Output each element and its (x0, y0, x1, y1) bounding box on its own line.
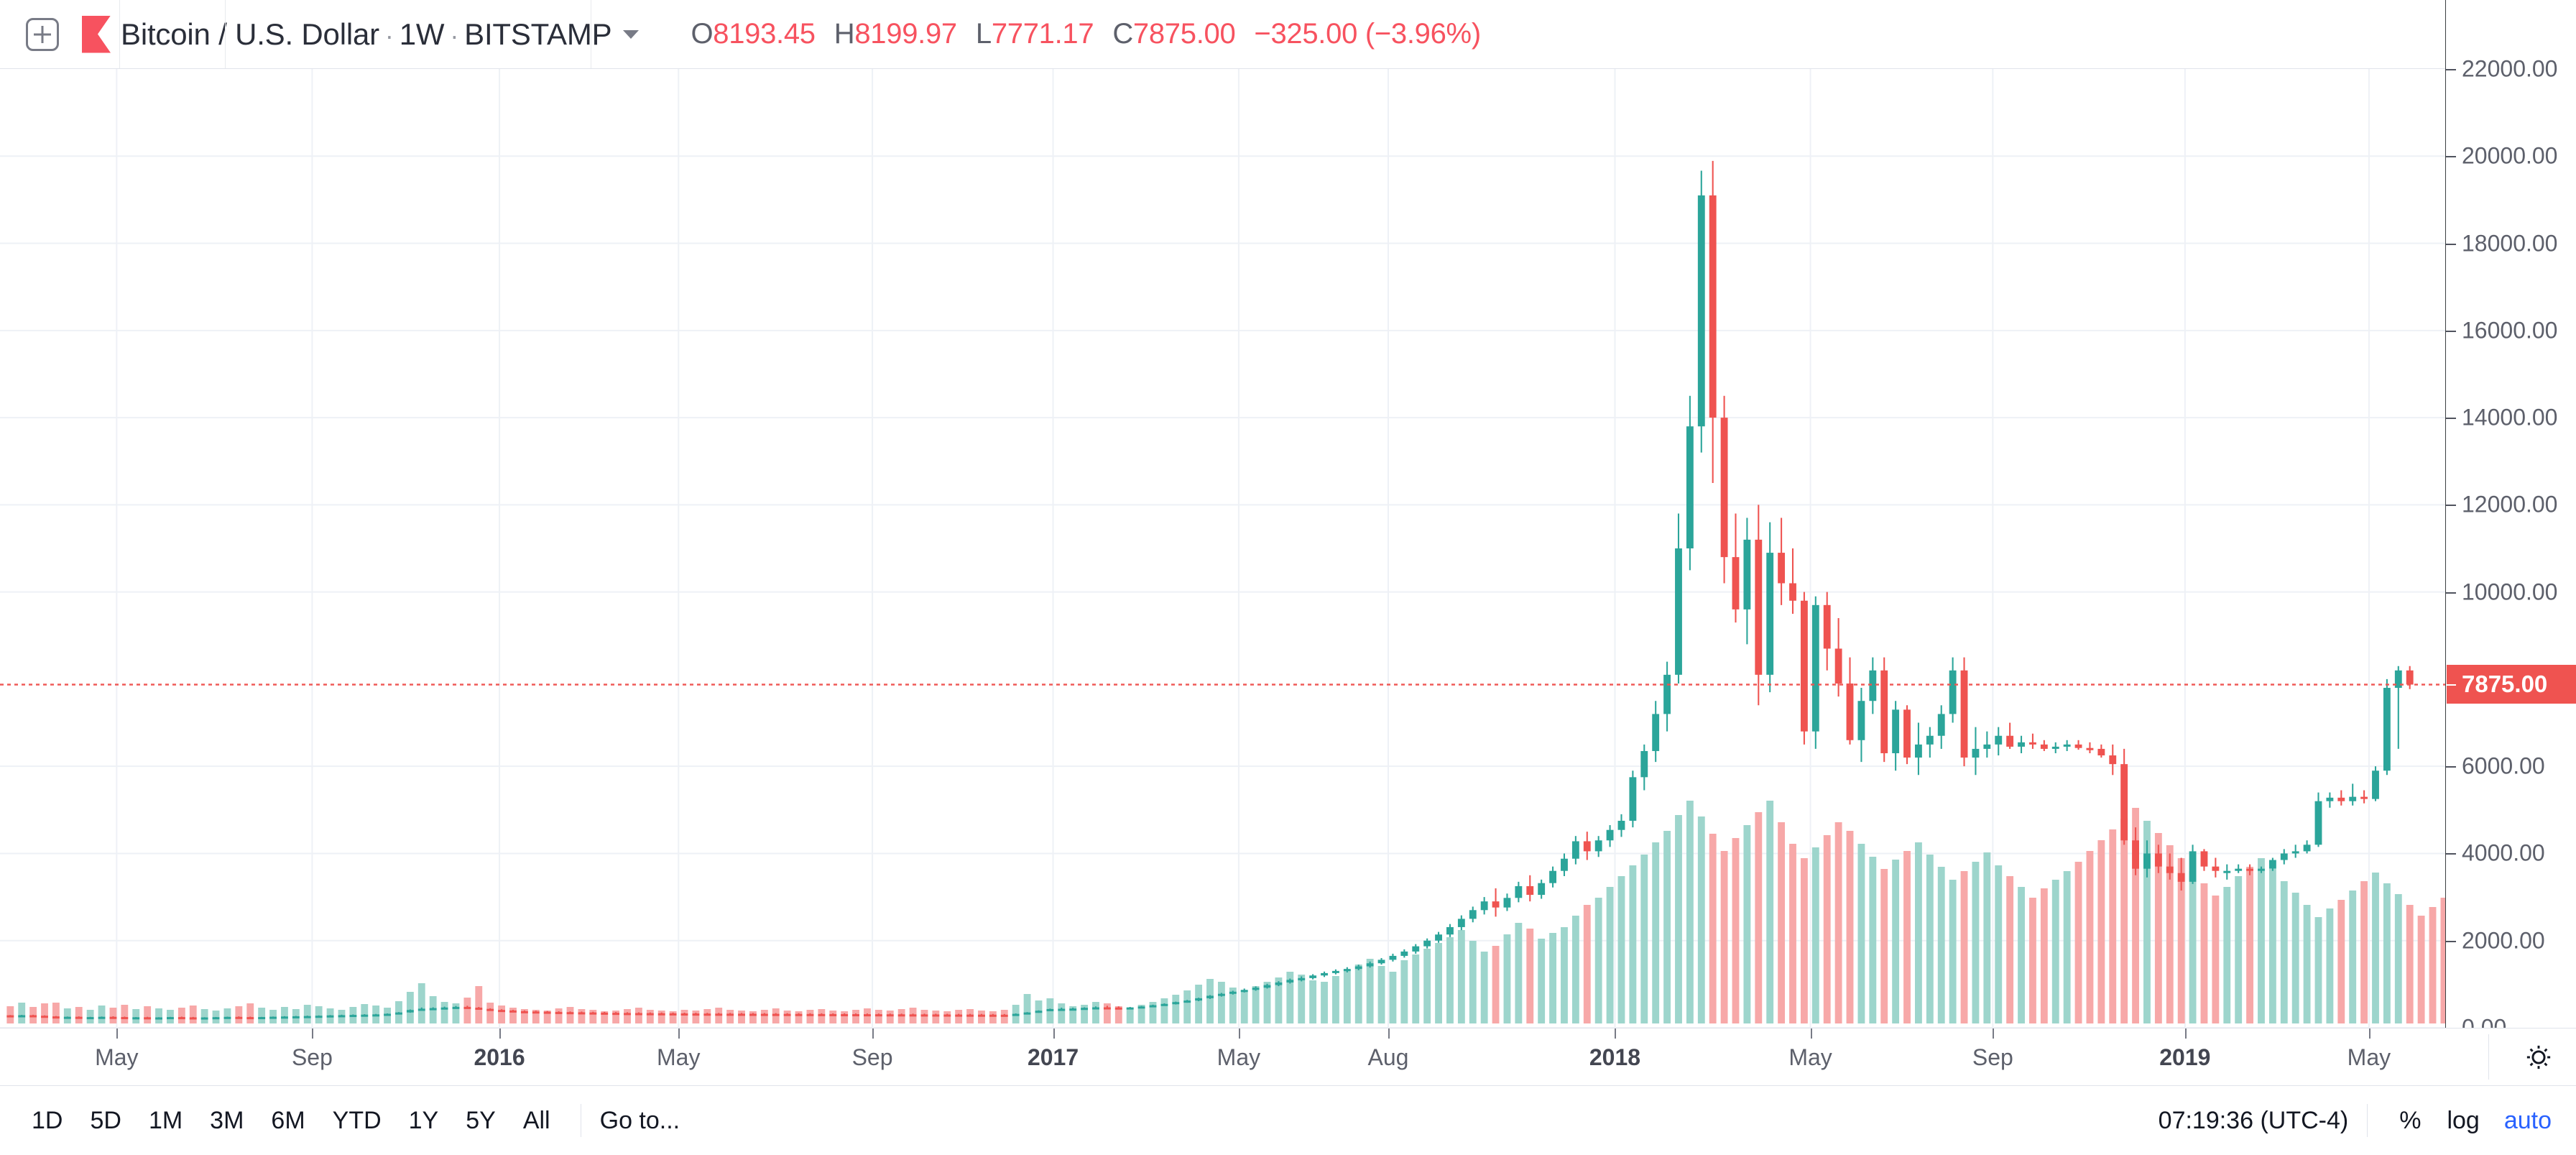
price-tick (2446, 853, 2456, 855)
range-button-1d[interactable]: 1D (32, 1106, 63, 1134)
current-price-tick (2446, 684, 2456, 686)
time-tick-label: May (657, 1044, 701, 1070)
time-tick-label: Aug (1367, 1044, 1409, 1070)
range-button-5d[interactable]: 5D (90, 1106, 121, 1134)
price-tick-label: 20000.00 (2462, 142, 2558, 169)
price-tick (2446, 156, 2456, 158)
percent-scale-button[interactable]: % (2399, 1106, 2422, 1134)
range-button-1m[interactable]: 1M (148, 1106, 183, 1134)
time-tick (1810, 1029, 1812, 1039)
time-tick (1053, 1029, 1055, 1039)
price-tick (2446, 766, 2456, 768)
range-button-6m[interactable]: 6M (271, 1106, 305, 1134)
toolbar-divider-2 (2367, 1104, 2368, 1137)
ohlc-close-key: C (1112, 18, 1133, 50)
symbol-separator-2: · (450, 20, 459, 50)
time-tick-label: Sep (291, 1044, 333, 1070)
symbol-name: Bitcoin / U.S. Dollar (121, 17, 379, 51)
price-tick (2446, 592, 2456, 594)
time-tick-label: Sep (1972, 1044, 2013, 1070)
time-tick (116, 1029, 119, 1039)
time-tick (312, 1029, 314, 1039)
price-tick (2446, 330, 2456, 332)
symbol-title[interactable]: Bitcoin / U.S. Dollar · 1W · BITSTAMP (121, 17, 612, 52)
gear-icon[interactable] (2523, 1041, 2554, 1073)
price-tick (2446, 243, 2456, 245)
time-axis[interactable]: May Sep 2016 May Sep 2017 May Aug 2018 May Sep 2019… (0, 1028, 2576, 1085)
price-axis[interactable]: 22000.00 20000.00 18000.00 16000.00 14000.00… (2445, 0, 2576, 1041)
time-tick-label: Sep (851, 1044, 893, 1070)
ohlc-readout: O8193.45 H8199.97 L7771.17 C7875.00 −325.00 … (691, 18, 1481, 50)
time-tick (2368, 1029, 2370, 1039)
candlestick-chart (0, 69, 2445, 1028)
time-tick-label: May (95, 1044, 139, 1070)
price-tick-label: 16000.00 (2462, 317, 2558, 344)
time-tick (678, 1029, 680, 1039)
candles (6, 160, 2414, 1020)
symbol-separator-1: · (384, 20, 394, 50)
price-tick-label: 14000.00 (2462, 404, 2558, 431)
log-scale-button[interactable]: log (2447, 1106, 2480, 1134)
chart-plot-area[interactable] (0, 69, 2445, 1028)
bottom-toolbar: 1D 5D 1M 3M 6M YTD 1Y 5Y All Go to... 07:19:36 (… (0, 1085, 2576, 1155)
clock-label: 07:19:36 (UTC-4) (2158, 1106, 2349, 1134)
ohlc-high-key: H (834, 18, 855, 50)
price-tick-label: 18000.00 (2462, 230, 2558, 257)
symbol-interval: 1W (399, 17, 445, 51)
ohlc-change: −325.00 (−3.96%) (1254, 18, 1481, 50)
price-tick (2446, 505, 2456, 507)
time-tick (1238, 1029, 1240, 1039)
symbol-exchange: BITSTAMP (464, 17, 612, 51)
time-tick-label: 2019 (2159, 1044, 2211, 1070)
chart-header: Bitcoin / U.S. Dollar · 1W · BITSTAMP O8193.… (0, 0, 2576, 69)
auto-scale-button[interactable]: auto (2503, 1106, 2552, 1134)
price-tick-label: 4000.00 (2462, 839, 2545, 866)
toolbar-right-group: 07:19:36 (UTC-4) % log auto (2159, 1104, 2576, 1137)
volume-bars (6, 801, 2445, 1023)
time-tick (2184, 1029, 2187, 1039)
current-price-badge[interactable]: 7875.00 (2447, 665, 2576, 704)
time-tick (1993, 1029, 1995, 1039)
time-tick-label: May (2347, 1044, 2391, 1070)
ohlc-high-value: 8199.97 (854, 18, 957, 50)
price-tick (2446, 69, 2456, 70)
price-tick-label: 6000.00 (2462, 753, 2545, 779)
price-tick (2446, 940, 2456, 942)
flag-icon (82, 15, 111, 53)
price-tick (2446, 418, 2456, 420)
range-button-5y[interactable]: 5Y (466, 1106, 496, 1134)
plus-square-icon[interactable] (26, 17, 59, 51)
time-tick-label: 2016 (474, 1044, 525, 1070)
price-tick-label: 10000.00 (2462, 579, 2558, 605)
price-tick-label: 22000.00 (2462, 55, 2558, 82)
price-tick-label: 2000.00 (2462, 927, 2545, 954)
ohlc-close-value: 7875.00 (1132, 18, 1236, 50)
price-tick-label: 12000.00 (2462, 491, 2558, 517)
chevron-down-icon[interactable] (623, 29, 640, 39)
time-tick (872, 1029, 874, 1039)
ohlc-low-value: 7771.17 (991, 18, 1094, 50)
time-tick-label: May (1788, 1044, 1832, 1070)
ohlc-open-key: O (691, 18, 714, 50)
range-button-1y[interactable]: 1Y (408, 1106, 439, 1134)
ohlc-open-value: 8193.45 (713, 18, 816, 50)
time-tick (499, 1029, 502, 1039)
ohlc-low-key: L (975, 18, 992, 50)
range-selector: 1D 5D 1M 3M 6M YTD 1Y 5Y All (20, 1107, 562, 1135)
time-tick-label: 2017 (1027, 1044, 1079, 1070)
range-button-all[interactable]: All (522, 1106, 550, 1134)
time-tick-label: 2018 (1589, 1044, 1641, 1070)
time-tick (1388, 1029, 1390, 1039)
range-button-ytd[interactable]: YTD (332, 1106, 382, 1134)
go-to-button[interactable]: Go to... (599, 1106, 680, 1134)
time-tick (1615, 1029, 1617, 1039)
time-tick-label: May (1217, 1044, 1261, 1070)
range-button-3m[interactable]: 3M (210, 1106, 244, 1134)
grid-lines (0, 69, 2445, 1028)
